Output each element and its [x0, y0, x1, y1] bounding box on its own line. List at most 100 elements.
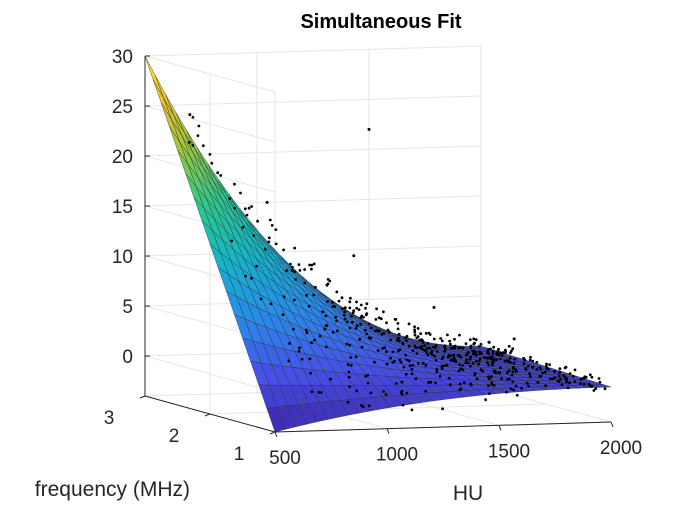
scatter-point — [447, 376, 451, 380]
scatter-point — [245, 213, 249, 217]
scatter-point — [440, 365, 444, 368]
scatter-point — [472, 352, 475, 356]
z-tick-label: 5 — [122, 297, 133, 318]
scatter-point — [512, 362, 516, 365]
scatter-point — [484, 398, 487, 402]
scatter-point — [464, 361, 468, 364]
scatter-point — [495, 353, 498, 356]
scatter-point — [507, 369, 511, 373]
scatter-point — [244, 274, 248, 278]
scatter-point — [413, 344, 417, 348]
scatter-point — [545, 362, 548, 366]
scatter-point — [312, 293, 315, 297]
scatter-point — [492, 345, 496, 349]
scatter-point — [365, 302, 369, 306]
scatter-point — [389, 338, 393, 342]
surface-patch — [592, 384, 612, 388]
scatter-point — [416, 327, 420, 330]
scatter-point — [241, 225, 245, 229]
scatter-point — [424, 363, 428, 367]
scatter-point — [404, 353, 408, 357]
scatter-point — [432, 337, 436, 341]
scatter-point — [539, 374, 543, 378]
scatter-point — [487, 377, 491, 381]
scatter-point — [348, 343, 351, 347]
scatter-point — [325, 324, 329, 328]
scatter-point — [300, 357, 304, 361]
scatter-point — [407, 344, 411, 348]
scatter-point — [304, 328, 308, 332]
scatter-point — [435, 350, 439, 353]
scatter-point — [197, 124, 201, 128]
scatter-point — [263, 247, 267, 251]
scatter-point — [479, 342, 483, 346]
scatter-point — [250, 276, 253, 280]
scatter-point — [293, 270, 297, 274]
scatter-point — [410, 367, 414, 371]
scatter-point — [479, 351, 483, 355]
scatter-point — [384, 393, 388, 396]
scatter-point — [587, 382, 591, 386]
scatter-point — [568, 372, 572, 375]
scatter-point — [523, 358, 527, 362]
scatter-point — [433, 346, 437, 350]
scatter-point — [374, 318, 378, 321]
scatter-point — [504, 359, 508, 363]
scatter-point — [449, 383, 452, 387]
scatter-point — [375, 307, 378, 311]
scatter-point — [506, 371, 509, 374]
scatter-point — [219, 174, 223, 177]
scatter-point — [385, 362, 389, 366]
scatter-point — [474, 350, 477, 354]
scatter-point — [461, 364, 465, 367]
scatter-point — [334, 315, 337, 319]
surface-patch — [152, 79, 173, 121]
scatter-point — [452, 353, 456, 357]
scatter-point — [491, 349, 495, 353]
scatter-point — [466, 361, 470, 365]
x-tick-label: 1500 — [488, 441, 530, 462]
scatter-point — [477, 362, 480, 366]
chart-title: Simultaneous Fit — [300, 11, 461, 33]
scatter-point — [449, 346, 453, 350]
scatter-point — [418, 338, 421, 342]
scatter-point — [350, 364, 353, 367]
scatter-point — [345, 320, 349, 324]
scatter-point — [405, 391, 409, 395]
scatter-point — [352, 254, 356, 258]
scatter-point — [458, 363, 461, 367]
scatter-point — [291, 327, 295, 331]
scatter-point — [396, 322, 400, 325]
scatter-point — [323, 327, 327, 331]
z-gridline — [144, 95, 482, 143]
scatter-point — [491, 363, 494, 367]
y-tick-mark — [269, 431, 276, 435]
scatter-point — [389, 356, 392, 360]
scatter-point — [408, 364, 412, 368]
y-tick-label: 2 — [169, 426, 180, 447]
scatter-point — [458, 346, 462, 349]
scatter-point — [397, 336, 400, 340]
scatter-point — [413, 330, 417, 334]
scatter-point — [337, 299, 341, 303]
scatter-point — [440, 357, 444, 361]
scatter-point — [497, 353, 501, 357]
scatter-point — [274, 228, 278, 232]
scatter-point — [487, 363, 491, 367]
scatter-point — [572, 374, 575, 378]
z-gridline — [144, 45, 482, 93]
y-tick-mark — [139, 395, 146, 399]
scatter-point — [499, 366, 502, 370]
scatter-point — [365, 332, 368, 336]
scatter-point — [560, 383, 564, 386]
scatter-point — [565, 376, 568, 380]
scatter-point — [490, 361, 494, 365]
scatter-point — [573, 368, 577, 372]
scatter-point — [201, 144, 205, 148]
scatter-point — [421, 362, 425, 365]
scatter-point — [382, 390, 385, 393]
scatter-point — [468, 364, 472, 368]
scatter-point — [376, 349, 380, 352]
scatter-point — [459, 367, 463, 371]
scatter-point — [557, 371, 561, 374]
